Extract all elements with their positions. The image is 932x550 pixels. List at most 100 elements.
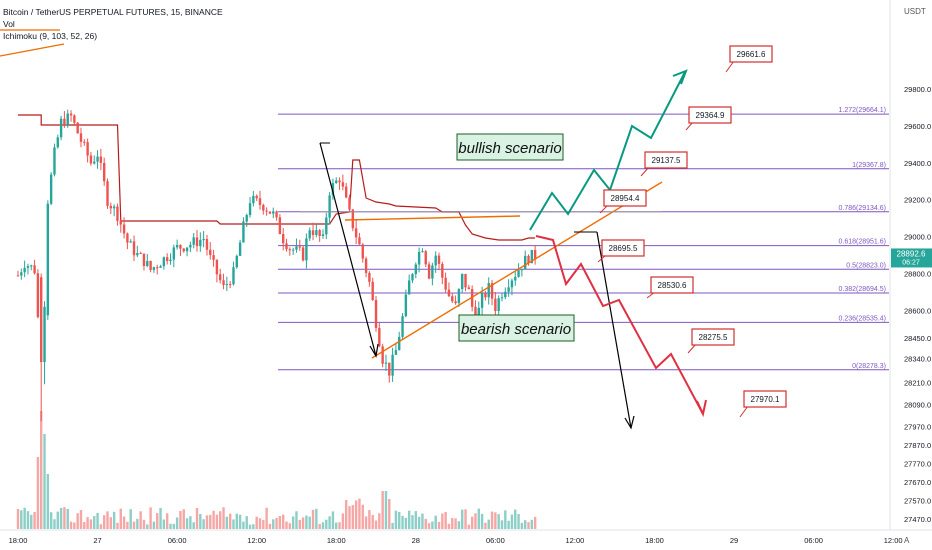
volume-bar — [470, 516, 474, 529]
volume-bar — [33, 512, 36, 529]
volume-bar — [520, 522, 524, 529]
candle-body — [384, 362, 388, 364]
candle-body — [16, 275, 20, 277]
candle-body — [109, 205, 113, 209]
price-tick-label: 27670.0 — [904, 478, 931, 487]
price-tick-label: 28450.0 — [904, 334, 931, 343]
candle-body — [209, 249, 212, 256]
volume-bar — [507, 520, 510, 529]
volume-bar — [189, 516, 192, 529]
candle-body — [295, 246, 298, 250]
volume-bar — [341, 513, 345, 529]
candle-body — [119, 220, 122, 225]
candle-body — [20, 272, 23, 276]
candle-body — [136, 253, 139, 256]
candle-body — [202, 239, 205, 241]
down-arrow-historic[interactable] — [319, 142, 377, 357]
fibonacci-levels: 1.272(29664.1) 1(29367.8) 0.786(29134.6) 0.… — [278, 107, 889, 371]
volume-bar — [96, 512, 99, 529]
bearish-projection-path[interactable] — [535, 235, 704, 415]
volume-bar — [424, 518, 427, 529]
candle-body — [69, 113, 73, 116]
volume-bar — [437, 521, 441, 529]
candle-body — [116, 206, 119, 221]
volume-bar — [202, 519, 205, 529]
candle-body — [112, 206, 116, 209]
volume-bar — [461, 509, 464, 529]
callout-value: 28275.5 — [699, 333, 728, 342]
candle-body — [238, 242, 242, 256]
volume-bar — [99, 524, 103, 529]
candle-body — [49, 174, 53, 204]
candle-body — [494, 298, 497, 312]
candle-body — [79, 133, 83, 142]
ascending-trendline[interactable] — [371, 181, 663, 359]
horizontal-resistance-line[interactable] — [344, 215, 521, 221]
volume-bar — [447, 523, 451, 529]
volume-bar — [394, 510, 398, 529]
volume-bar — [344, 499, 348, 529]
candle-body — [407, 280, 411, 295]
volume-bar — [484, 522, 487, 529]
down-arrow-projection[interactable] — [596, 231, 632, 429]
volume-bar — [159, 508, 162, 529]
volume-bar — [371, 514, 374, 529]
current-price-value: 28892.6 — [897, 249, 926, 258]
price-callout[interactable]: 28954.4 — [599, 189, 647, 214]
candle-body — [510, 280, 514, 288]
volume-bar — [517, 513, 520, 529]
candle-body — [232, 267, 235, 285]
candle-body — [63, 118, 66, 126]
volume-bar — [23, 507, 26, 529]
price-callout[interactable]: 29364.9 — [685, 106, 732, 131]
volume-bar — [112, 511, 116, 529]
auto-scale-button[interactable]: A — [904, 536, 910, 545]
volume-bar — [152, 521, 156, 529]
candle-body — [73, 115, 76, 123]
time-axis[interactable]: 18:00 27 06:00 12:00 18:00 28 06:00 12:00 18:00 2… — [0, 529, 932, 545]
candle-body — [149, 260, 152, 270]
volume-bar — [175, 517, 179, 529]
volume-bar — [172, 523, 176, 529]
price-callout[interactable]: 28695.5 — [597, 239, 645, 263]
price-axis[interactable]: USDT 29800.0 29600.0 29400.0 29200.0 29000.0… — [889, 0, 931, 530]
volume-bar — [490, 511, 494, 529]
callout-value: 29364.9 — [696, 111, 725, 120]
volume-bar — [381, 491, 384, 529]
volume-bar — [523, 520, 527, 529]
candle-body — [434, 255, 437, 266]
volume-bar — [301, 517, 305, 529]
volume-bar — [354, 500, 358, 529]
candle-body — [102, 162, 106, 182]
chart-header: Bitcoin / TetherUS PERPETUAL FUTURES, 15… — [3, 7, 223, 41]
candle-body — [288, 249, 292, 251]
price-callout[interactable]: 28275.5 — [687, 328, 735, 354]
price-tick-label: 28340.0 — [904, 354, 931, 363]
volume-bar — [527, 522, 530, 529]
volume-bar — [311, 509, 315, 529]
volume-legend[interactable]: Vol — [3, 19, 15, 29]
volume-bar — [351, 505, 355, 529]
volume-bar — [318, 523, 321, 529]
price-callout[interactable]: 29661.6 — [725, 45, 773, 73]
price-callout[interactable]: 29137.5 — [640, 151, 688, 177]
symbol-title[interactable]: Bitcoin / TetherUS PERPETUAL FUTURES, 15… — [3, 7, 223, 17]
volume-bar — [431, 521, 434, 529]
candle-body — [461, 273, 464, 290]
ichimoku-legend[interactable]: Ichimoku (9, 103, 52, 26) — [3, 31, 97, 41]
volume-bar — [414, 511, 417, 529]
volume-bar — [308, 516, 311, 529]
bullish-projection-path[interactable] — [529, 71, 686, 231]
bullish-scenario-text: bullish scenario — [458, 140, 561, 157]
ichimoku-line — [0, 29, 536, 241]
candle-body — [484, 293, 487, 298]
candle-body — [447, 289, 451, 297]
price-callout[interactable]: 27970.1 — [739, 390, 787, 418]
volume-bar — [285, 521, 288, 529]
volume-bar — [235, 513, 238, 529]
price-callout[interactable]: 28530.6 — [646, 276, 694, 299]
candle-body — [36, 273, 40, 318]
volume-bar — [212, 510, 215, 529]
candle-body — [152, 267, 156, 270]
